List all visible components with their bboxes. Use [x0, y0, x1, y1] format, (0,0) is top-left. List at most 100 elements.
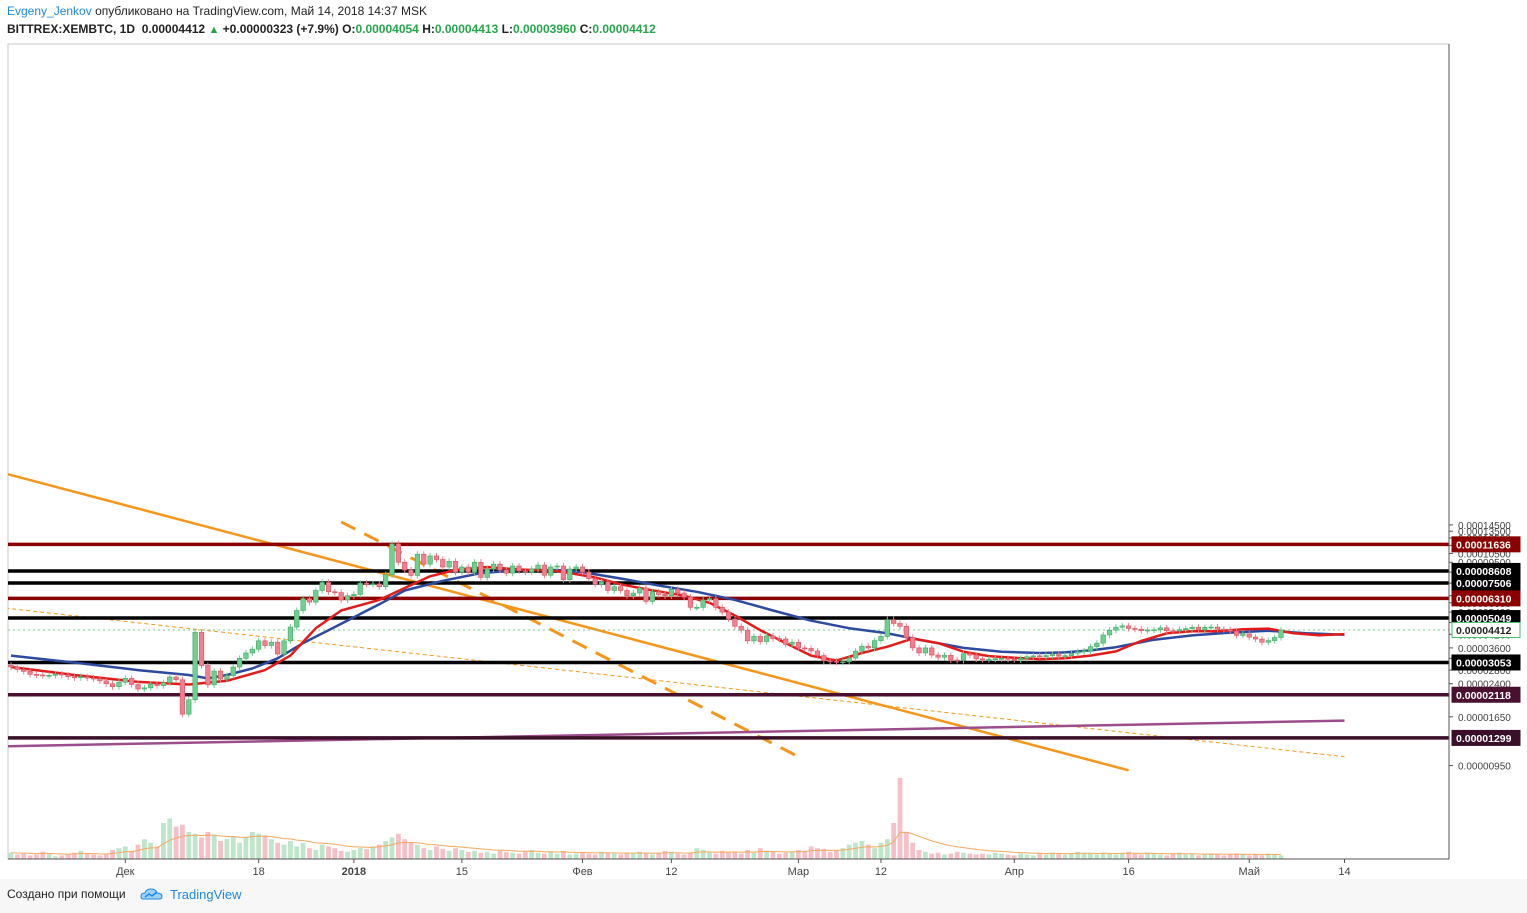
volume-bar [923, 851, 928, 859]
candle-body [433, 555, 440, 560]
candle-body [941, 655, 948, 658]
candle-body [827, 660, 833, 663]
candle-body [484, 568, 490, 578]
last-price-tag-label: 0.00004412 [1456, 625, 1512, 637]
volume-bar [97, 855, 103, 859]
trendline [8, 607, 1345, 758]
volume-bar [402, 839, 408, 859]
volume-bar [421, 848, 427, 859]
volume-bar [999, 853, 1004, 859]
volume-bar [211, 835, 217, 859]
volume-bar [973, 854, 979, 859]
candle-body [611, 586, 617, 591]
volume-bar [897, 778, 903, 859]
volume-bar [859, 841, 865, 859]
candle-body [1278, 629, 1284, 638]
volume-bar [980, 853, 985, 859]
candle-body [211, 670, 217, 686]
candle-body [954, 659, 960, 662]
symbol-label[interactable]: BITTREX:XEMBTC, 1D [7, 22, 136, 36]
volume-bar [1100, 852, 1106, 859]
volume-bar [548, 851, 554, 859]
candle-body [795, 641, 801, 649]
volume-bar [1011, 855, 1017, 859]
volume-bar [1208, 853, 1214, 859]
volume-bar [992, 852, 998, 859]
volume-bar [757, 848, 763, 859]
candle-body [649, 591, 655, 602]
volume-bar [78, 850, 84, 859]
volume-bar [1253, 854, 1258, 859]
candle-body [103, 680, 109, 685]
volume-bar [986, 854, 992, 859]
volume-bar [732, 851, 738, 859]
volume-bar [14, 854, 20, 859]
volume-bar [313, 850, 319, 859]
candle-body [427, 555, 433, 565]
volume-bar [554, 853, 560, 859]
candle-body [535, 564, 541, 570]
volume-bar [1018, 853, 1024, 859]
volume-bar [389, 837, 395, 859]
volume-bar [307, 848, 312, 859]
volume-bar [808, 846, 814, 859]
candle-body [471, 561, 478, 573]
volume-bar [129, 850, 135, 859]
candle-body [656, 591, 662, 595]
volume-bar [230, 836, 236, 859]
candle-layer [8, 540, 1284, 718]
volume-bar [8, 852, 14, 859]
time-tick-label: 18 [253, 866, 265, 878]
volume-bar [161, 823, 166, 859]
candle-body [1056, 654, 1062, 657]
volume-bar [1177, 852, 1182, 859]
volume-bar [357, 848, 363, 859]
candle-body [465, 566, 471, 573]
price-change: +0.00000323 (+7.9%) [222, 22, 339, 36]
volume-bar [891, 823, 897, 859]
candle-body [192, 631, 198, 701]
volume-bar [376, 844, 382, 859]
volume-bar [503, 851, 509, 859]
candle-body [1214, 626, 1221, 630]
tradingview-cloud-icon[interactable] [140, 886, 164, 902]
volume-bar [103, 854, 109, 859]
volume-bar [567, 854, 573, 859]
trendline [8, 472, 1129, 772]
candle-body [306, 598, 313, 603]
candle-body [1259, 638, 1265, 643]
volume-bar [383, 841, 389, 859]
candle-body [859, 645, 865, 652]
footer: Создано при помощи TradingView [0, 879, 1527, 913]
candle-body [319, 582, 325, 591]
candle-body [160, 682, 167, 686]
candle-body [1265, 640, 1271, 643]
candle-body [33, 674, 39, 676]
volume-bar [611, 853, 617, 859]
volume-bar [796, 850, 801, 859]
volume-bar [535, 852, 541, 859]
volume-bar [1259, 855, 1265, 859]
candle-body [262, 640, 268, 646]
candle-body [529, 568, 535, 573]
volume-bar [738, 853, 744, 859]
volume-bar [319, 844, 325, 859]
candle-body [490, 563, 497, 570]
volume-bar [1138, 854, 1144, 859]
candle-body [846, 657, 852, 662]
price-chart[interactable]: 0.000145000.000135000.000125000.00011500… [0, 42, 1527, 879]
volume-bar [370, 846, 376, 859]
volume-bar [1170, 853, 1176, 859]
price-tick-label: 0.00014500 [1458, 521, 1511, 532]
candle-body [1164, 627, 1170, 632]
volume-bar [34, 854, 39, 859]
volume-bar [497, 850, 503, 859]
candle-body [891, 619, 897, 624]
volume-bar [46, 853, 52, 859]
volume-bar [345, 851, 350, 859]
candle-body [1145, 629, 1151, 632]
tradingview-brand[interactable]: TradingView [170, 887, 242, 902]
candle-body [179, 679, 186, 715]
author-link[interactable]: Evgeny_Jenkov [7, 4, 92, 18]
volume-bar [694, 848, 700, 859]
